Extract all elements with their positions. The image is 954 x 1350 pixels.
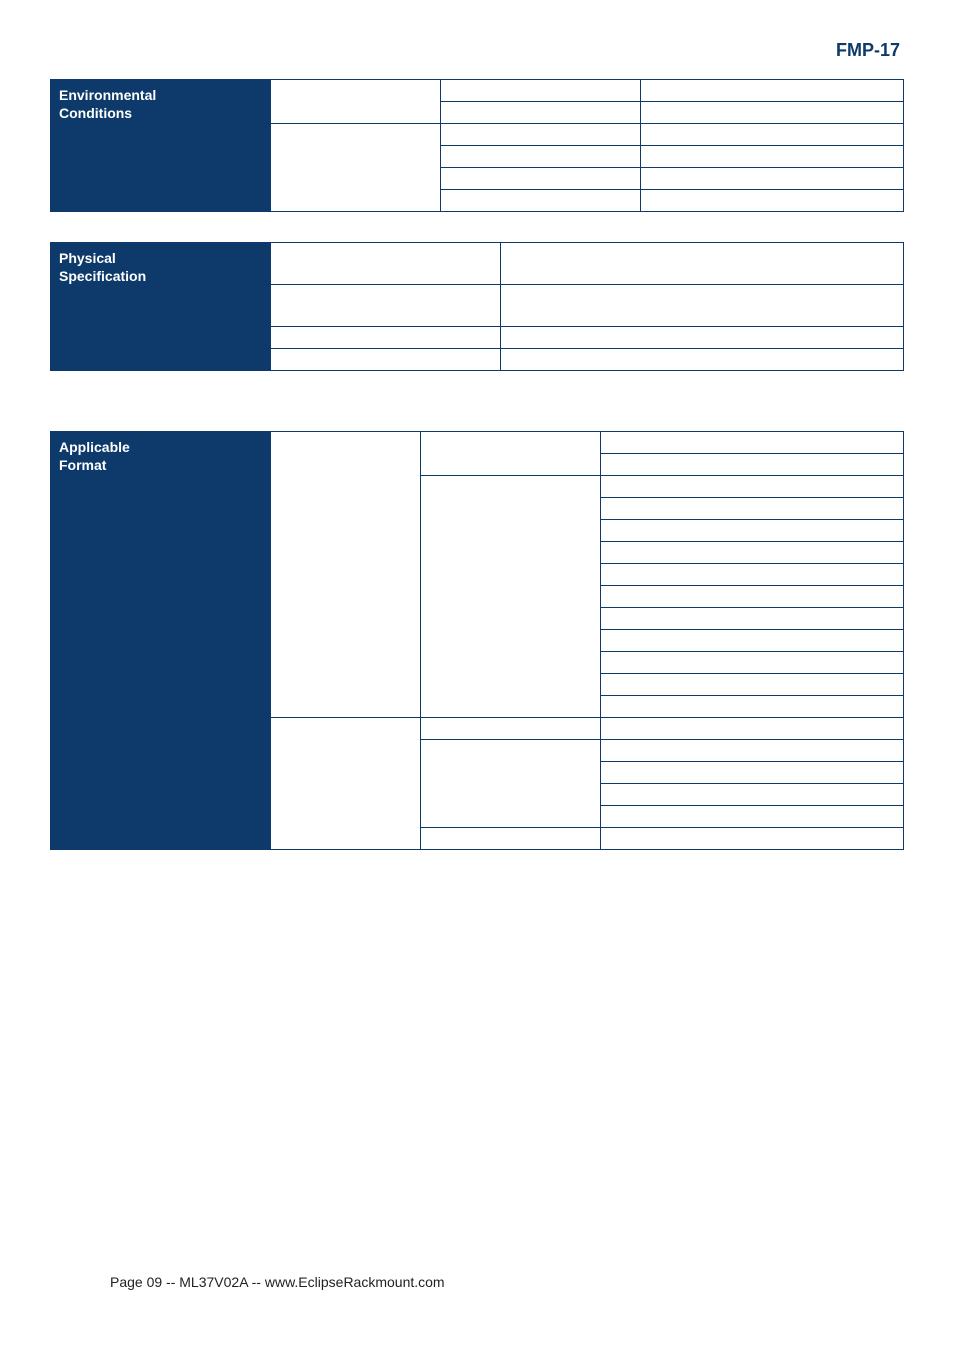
fmt-cell (601, 498, 904, 520)
physical-label: PhysicalSpecification (51, 243, 271, 371)
fmt-cell (601, 652, 904, 674)
fmt-cell (601, 432, 904, 454)
env-cell (271, 124, 441, 212)
fmt-cell (601, 542, 904, 564)
page-footer: Page 09 -- ML37V02A -- www.EclipseRackmo… (110, 1274, 445, 1290)
fmt-cell (601, 806, 904, 828)
phys-cell (271, 349, 501, 371)
phys-cell (501, 243, 904, 285)
env-cell (641, 124, 904, 146)
env-cell (441, 168, 641, 190)
env-cell (641, 102, 904, 124)
fmt-cell (421, 828, 601, 850)
fmt-cell (601, 476, 904, 498)
page-title: FMP-17 (50, 40, 904, 61)
env-cell (641, 168, 904, 190)
fmt-cell (601, 630, 904, 652)
fmt-cell (271, 718, 421, 850)
fmt-cell (601, 586, 904, 608)
fmt-cell (421, 432, 601, 476)
env-cell (271, 80, 441, 124)
fmt-cell (601, 454, 904, 476)
format-label: ApplicableFormat (51, 432, 271, 850)
env-cell (441, 124, 641, 146)
phys-cell (501, 349, 904, 371)
phys-cell (501, 327, 904, 349)
env-cell (641, 80, 904, 102)
fmt-cell (601, 718, 904, 740)
env-cell (441, 190, 641, 212)
fmt-cell (601, 784, 904, 806)
env-cell (441, 80, 641, 102)
fmt-cell (271, 432, 421, 718)
phys-cell (271, 327, 501, 349)
env-cell (641, 190, 904, 212)
fmt-cell (601, 674, 904, 696)
fmt-cell (601, 608, 904, 630)
format-table: ApplicableFormat (50, 431, 904, 850)
phys-cell (271, 285, 501, 327)
env-cell (441, 102, 641, 124)
fmt-cell (601, 740, 904, 762)
physical-table: PhysicalSpecification (50, 242, 904, 371)
env-cell (641, 146, 904, 168)
phys-cell (271, 243, 501, 285)
fmt-cell (601, 696, 904, 718)
phys-cell (501, 285, 904, 327)
fmt-cell (421, 740, 601, 828)
environmental-table: EnvironmentalConditions (50, 79, 904, 212)
fmt-cell (601, 520, 904, 542)
fmt-cell (601, 564, 904, 586)
env-cell (441, 146, 641, 168)
fmt-cell (601, 828, 904, 850)
fmt-cell (421, 718, 601, 740)
environmental-label: EnvironmentalConditions (51, 80, 271, 212)
fmt-cell (421, 476, 601, 718)
fmt-cell (601, 762, 904, 784)
